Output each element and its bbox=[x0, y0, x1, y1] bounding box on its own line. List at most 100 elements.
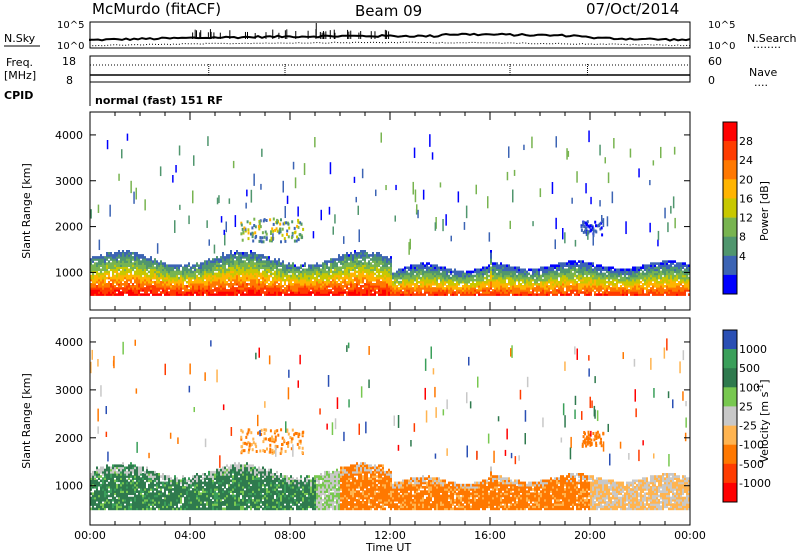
power-cell bbox=[649, 180, 651, 185]
nsky-trace bbox=[90, 34, 690, 41]
power-cell bbox=[220, 264, 222, 267]
power-cell bbox=[642, 283, 644, 286]
power-cell bbox=[440, 267, 442, 270]
power-cell bbox=[330, 281, 332, 284]
power-cell bbox=[540, 267, 542, 270]
power-cell bbox=[654, 289, 656, 292]
power-cell bbox=[442, 219, 444, 231]
power-cell bbox=[658, 262, 660, 265]
power-cell bbox=[242, 260, 244, 263]
power-cell bbox=[684, 269, 686, 272]
power-cell bbox=[587, 220, 589, 223]
power-cell bbox=[175, 165, 177, 173]
power-cell bbox=[530, 269, 532, 272]
power-cell bbox=[460, 287, 462, 290]
power-cell bbox=[622, 287, 624, 290]
power-cell bbox=[116, 252, 118, 255]
power-cell bbox=[588, 277, 590, 280]
power-cell bbox=[148, 258, 150, 261]
power-cell bbox=[298, 267, 300, 270]
power-cell bbox=[555, 239, 557, 249]
power-cell bbox=[550, 264, 552, 267]
power-cell bbox=[386, 256, 388, 259]
power-cell bbox=[502, 264, 504, 267]
power-cell bbox=[204, 281, 206, 284]
freq-panel bbox=[90, 56, 690, 82]
power-cell bbox=[564, 291, 566, 294]
power-cell bbox=[324, 281, 326, 284]
power-cell bbox=[128, 275, 130, 278]
power-cell bbox=[522, 285, 524, 288]
power-cell bbox=[486, 267, 488, 270]
power-cell bbox=[602, 267, 604, 270]
cpid-label: CPID bbox=[4, 89, 33, 102]
power-cell bbox=[296, 275, 298, 278]
power-cell bbox=[356, 275, 358, 278]
power-cell bbox=[466, 206, 468, 219]
power-cell bbox=[607, 216, 609, 226]
power-cell bbox=[142, 277, 144, 280]
power-cell bbox=[528, 277, 530, 280]
power-cell bbox=[448, 275, 450, 278]
power-cell bbox=[330, 275, 332, 278]
power-cell bbox=[270, 260, 272, 263]
power-cell bbox=[534, 293, 536, 296]
power-cell bbox=[362, 285, 364, 288]
power-cell bbox=[438, 283, 440, 286]
power-cell bbox=[268, 256, 270, 259]
power-cell bbox=[278, 283, 280, 286]
power-cell bbox=[254, 252, 256, 255]
power-cell bbox=[280, 262, 282, 265]
power-cell bbox=[247, 228, 249, 231]
power-cell bbox=[133, 192, 135, 204]
power-cell bbox=[668, 264, 670, 267]
power-cell bbox=[283, 181, 285, 193]
power-cell bbox=[294, 264, 296, 267]
power-cell bbox=[132, 252, 134, 255]
power-cell bbox=[496, 273, 498, 276]
power-cell bbox=[340, 267, 342, 270]
power-cell bbox=[614, 283, 616, 286]
power-cell bbox=[528, 273, 530, 276]
power-cell bbox=[576, 281, 578, 284]
power-cell bbox=[176, 264, 178, 267]
power-cell bbox=[255, 235, 257, 238]
freq-traces bbox=[90, 64, 690, 76]
power-cell bbox=[110, 252, 112, 255]
power-cell bbox=[270, 281, 272, 284]
power-cell bbox=[507, 172, 509, 180]
power-cell bbox=[586, 262, 588, 265]
nave-tick-0: 0 bbox=[708, 74, 715, 87]
power-cell bbox=[432, 287, 434, 290]
power-cell bbox=[576, 262, 578, 265]
power-cell bbox=[374, 283, 376, 286]
power-heatmap bbox=[90, 131, 690, 296]
power-cell bbox=[160, 291, 162, 294]
power-cell bbox=[292, 232, 294, 235]
power-cell bbox=[500, 262, 502, 265]
power-cell bbox=[96, 262, 98, 265]
power-cell bbox=[218, 258, 220, 261]
power-cell bbox=[450, 277, 452, 280]
power-cell bbox=[138, 254, 140, 257]
power-cell bbox=[172, 285, 174, 288]
power-cell bbox=[376, 275, 378, 278]
power-cell bbox=[280, 240, 282, 243]
power-cell bbox=[214, 273, 216, 276]
power-cell bbox=[260, 273, 262, 276]
power-cell bbox=[136, 252, 138, 255]
power-cell bbox=[196, 262, 198, 265]
power-cell bbox=[600, 293, 602, 296]
power-cell bbox=[664, 208, 666, 219]
power-cell bbox=[266, 256, 268, 259]
power-cell bbox=[342, 277, 344, 280]
power-cell bbox=[598, 273, 600, 276]
power-cell bbox=[594, 267, 596, 270]
power-cell bbox=[112, 254, 114, 257]
power-cell bbox=[450, 269, 452, 272]
power-cell bbox=[506, 264, 508, 267]
power-cell bbox=[370, 254, 372, 257]
power-cell bbox=[398, 269, 400, 272]
power-cell bbox=[226, 289, 228, 292]
power-cell bbox=[414, 293, 416, 296]
